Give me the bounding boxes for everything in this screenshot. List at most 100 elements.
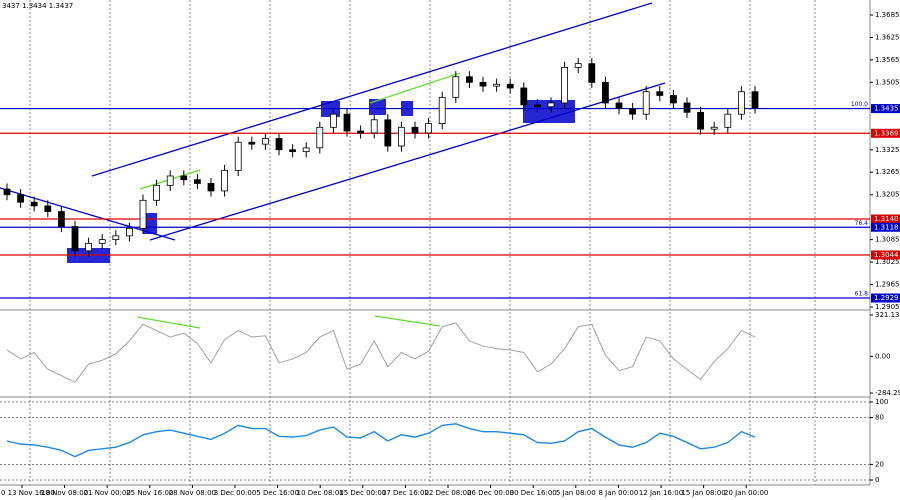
candle-body	[397, 126, 405, 147]
header-quote: 3437 1.3434 1.3437	[2, 2, 73, 10]
x-tick-label: 12 Jan 16:00	[639, 489, 683, 497]
y-tick-label: 1.3565	[875, 56, 900, 64]
x-tick-label: 5 Jan 08:00	[556, 489, 596, 497]
x-tick-label: 0 13 Nov 16:00	[1, 489, 55, 497]
candle-body	[139, 199, 147, 229]
x-tick-label: 10 Dec 08:00	[297, 489, 344, 497]
candle-body	[275, 138, 283, 151]
y-tick-label: 0	[875, 476, 879, 484]
candle-body	[58, 211, 65, 227]
candle-body	[493, 83, 501, 87]
zone	[143, 213, 157, 234]
price-level-box	[871, 222, 900, 232]
x-tick-label: 25 Nov 16:00	[126, 489, 173, 497]
candle-body	[656, 91, 664, 96]
y-tick-label: 1.3625	[875, 33, 900, 41]
candle-body	[343, 113, 351, 132]
candle-body	[85, 242, 92, 252]
candle-body	[193, 179, 201, 184]
candle-body	[302, 147, 310, 153]
price-level-label: 1.3435	[874, 105, 899, 113]
price-level-label: 1.3369	[874, 129, 899, 137]
candle-body	[697, 111, 704, 130]
x-tick-label: 21 Nov 00:00	[84, 489, 131, 497]
y-tick-label: 1.2965	[875, 281, 900, 289]
x-tick-label: 20 Jan 00:00	[724, 489, 768, 497]
candle-body	[44, 205, 52, 212]
price-level-label: 1.3044	[874, 251, 899, 259]
candle-body	[289, 149, 297, 153]
channel-upper	[91, 2, 653, 177]
candle-body	[411, 126, 419, 134]
candle-body	[357, 130, 365, 134]
x-tick-label: 8 Jan 00:00	[598, 489, 638, 497]
price-level-box	[871, 250, 900, 260]
candle-body	[547, 102, 555, 108]
y-tick-label: 80	[875, 414, 884, 422]
candle-body	[520, 87, 528, 106]
candle-body	[670, 95, 677, 104]
x-tick-label: 18 Nov 08:00	[41, 489, 88, 497]
x-tick-label: 22 Dec 08:00	[424, 489, 471, 497]
y-tick-label: 100	[875, 398, 888, 406]
candle-body	[71, 226, 79, 252]
candle-body	[234, 141, 242, 171]
candle-body	[751, 91, 759, 109]
candle-body	[479, 81, 487, 87]
candle-body	[98, 239, 106, 244]
candle-body	[588, 63, 596, 83]
price-level-box	[871, 128, 900, 138]
candle-body	[370, 119, 378, 134]
x-tick-label: 26 Dec 00:00	[467, 489, 514, 497]
y-tick-label: 1.3085	[875, 236, 900, 244]
candle-body	[221, 169, 229, 192]
indicator-line	[6, 423, 756, 458]
x-tick-label: 28 Nov 08:00	[169, 489, 216, 497]
x-tick-label: 3 Dec 00:00	[214, 489, 257, 497]
candle-body	[629, 108, 636, 115]
candle-body	[602, 81, 609, 104]
fib-label: 100.0	[851, 101, 868, 108]
candle-body	[724, 113, 732, 128]
y-tick-label: 1.2905	[875, 303, 900, 311]
x-tick-label: 15 Dec 00:00	[339, 489, 386, 497]
divergence	[136, 316, 201, 329]
price-level-box	[871, 293, 900, 303]
candle-body	[261, 138, 269, 145]
candle-body	[3, 188, 11, 196]
candle-body	[316, 126, 324, 149]
candle-body	[615, 102, 623, 109]
x-tick-label: 30 Dec 16:00	[510, 489, 557, 497]
candle-body	[683, 102, 691, 113]
y-tick-label: 1.3685	[875, 11, 900, 19]
candle-body	[642, 91, 650, 115]
price-level-label: 1.3118	[874, 223, 899, 231]
y-tick-label: 20	[875, 460, 884, 468]
candle-body	[574, 63, 582, 68]
y-tick-label: 1.3505	[875, 78, 900, 86]
candle-body	[17, 194, 25, 203]
indicator-line	[6, 322, 756, 383]
candle-body	[738, 91, 745, 115]
candle-body	[180, 175, 188, 181]
divergence	[374, 315, 441, 327]
divergence	[369, 72, 461, 104]
candle-body	[248, 141, 256, 145]
price-level-box	[871, 104, 900, 114]
candle-body	[452, 76, 460, 98]
candle-body	[384, 119, 392, 147]
y-tick-label: 0.00	[875, 352, 891, 360]
y-tick-label: 321.1386	[875, 311, 900, 319]
fib-label: 76.4	[855, 220, 869, 227]
candle-body	[329, 113, 337, 128]
y-tick-label: 1.3025	[875, 258, 900, 266]
candle-body	[207, 183, 215, 192]
price-level-label: 1.3140	[874, 215, 899, 223]
y-tick-label: 1.3265	[875, 168, 900, 176]
candle-body	[534, 104, 541, 108]
y-tick-label: -284.290	[875, 389, 900, 397]
fib-label: 61.8	[855, 291, 869, 298]
candle-body	[425, 123, 433, 134]
zone	[369, 99, 386, 115]
